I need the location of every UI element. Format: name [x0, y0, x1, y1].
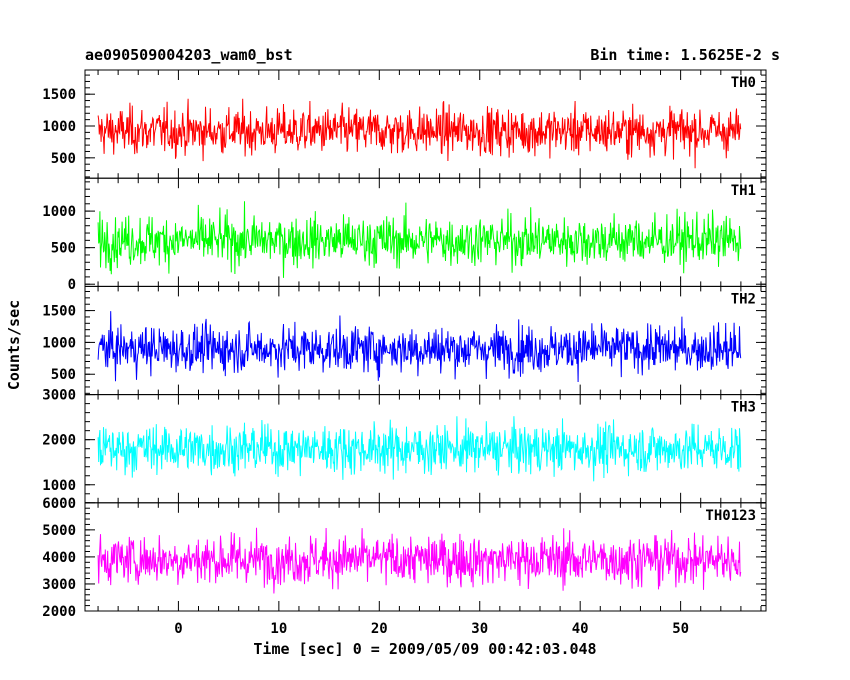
panel-th0123: 2000 3000 4000 5000 6000 TH0123	[42, 496, 767, 620]
y-axis-label: Counts/sec	[5, 300, 23, 390]
series-th2	[97, 311, 742, 383]
bin-time-label: Bin time: 1.5625E-2 s	[590, 46, 780, 64]
series-th1	[97, 201, 742, 278]
y-tick-label: 0	[68, 277, 76, 293]
panel-label: TH3	[731, 400, 756, 416]
panel-th3: 1000 2000 3000 TH3	[42, 388, 767, 504]
y-tick-label: 1000	[42, 204, 76, 220]
x-tick-label: 10	[270, 621, 287, 637]
y-tick-label: 1500	[42, 87, 76, 103]
y-tick-label: 1000	[42, 335, 76, 351]
series-th0	[97, 98, 742, 169]
panel-th2: 500 1000 1500 TH2	[42, 285, 767, 396]
x-tick-label: 30	[471, 621, 488, 637]
y-tick-label: 1000	[42, 478, 76, 494]
series-th3	[97, 416, 742, 482]
y-tick-label: 3000	[42, 388, 76, 404]
x-tick-label: 50	[672, 621, 689, 637]
y-tick-label: 500	[51, 367, 76, 383]
y-tick-label: 2000	[42, 604, 76, 620]
panels-group: 500 1000 1500 TH0 0 500 1000 TH1 500 1000 1500 TH2 1…	[42, 69, 767, 620]
y-tick-label: 2000	[42, 433, 76, 449]
y-tick-label: 1000	[42, 119, 76, 135]
panel-label: TH0	[731, 75, 756, 91]
y-tick-label: 1500	[42, 304, 76, 320]
chart-title: ae090509004203_wam0_bst	[85, 46, 293, 64]
panel-label: TH0123	[705, 508, 756, 524]
y-tick-label: 3000	[42, 577, 76, 593]
panel-label: TH2	[731, 291, 756, 307]
series-th0123	[97, 527, 742, 594]
y-tick-label: 5000	[42, 523, 76, 539]
x-tick-label: 40	[572, 621, 589, 637]
y-tick-label: 500	[51, 241, 76, 257]
panel-label: TH1	[731, 183, 756, 199]
y-tick-label: 6000	[42, 496, 76, 512]
y-tick-label: 4000	[42, 550, 76, 566]
x-tick-label: 0	[174, 621, 182, 637]
y-tick-label: 500	[51, 151, 76, 167]
x-axis: 0 10 20 30 40 50	[174, 621, 689, 637]
panel-th0: 500 1000 1500 TH0	[42, 69, 767, 179]
x-axis-label: Time [sec] 0 = 2009/05/09 00:42:03.048	[253, 640, 596, 658]
panel-th1: 0 500 1000 TH1	[42, 177, 767, 293]
x-tick-label: 20	[371, 621, 388, 637]
